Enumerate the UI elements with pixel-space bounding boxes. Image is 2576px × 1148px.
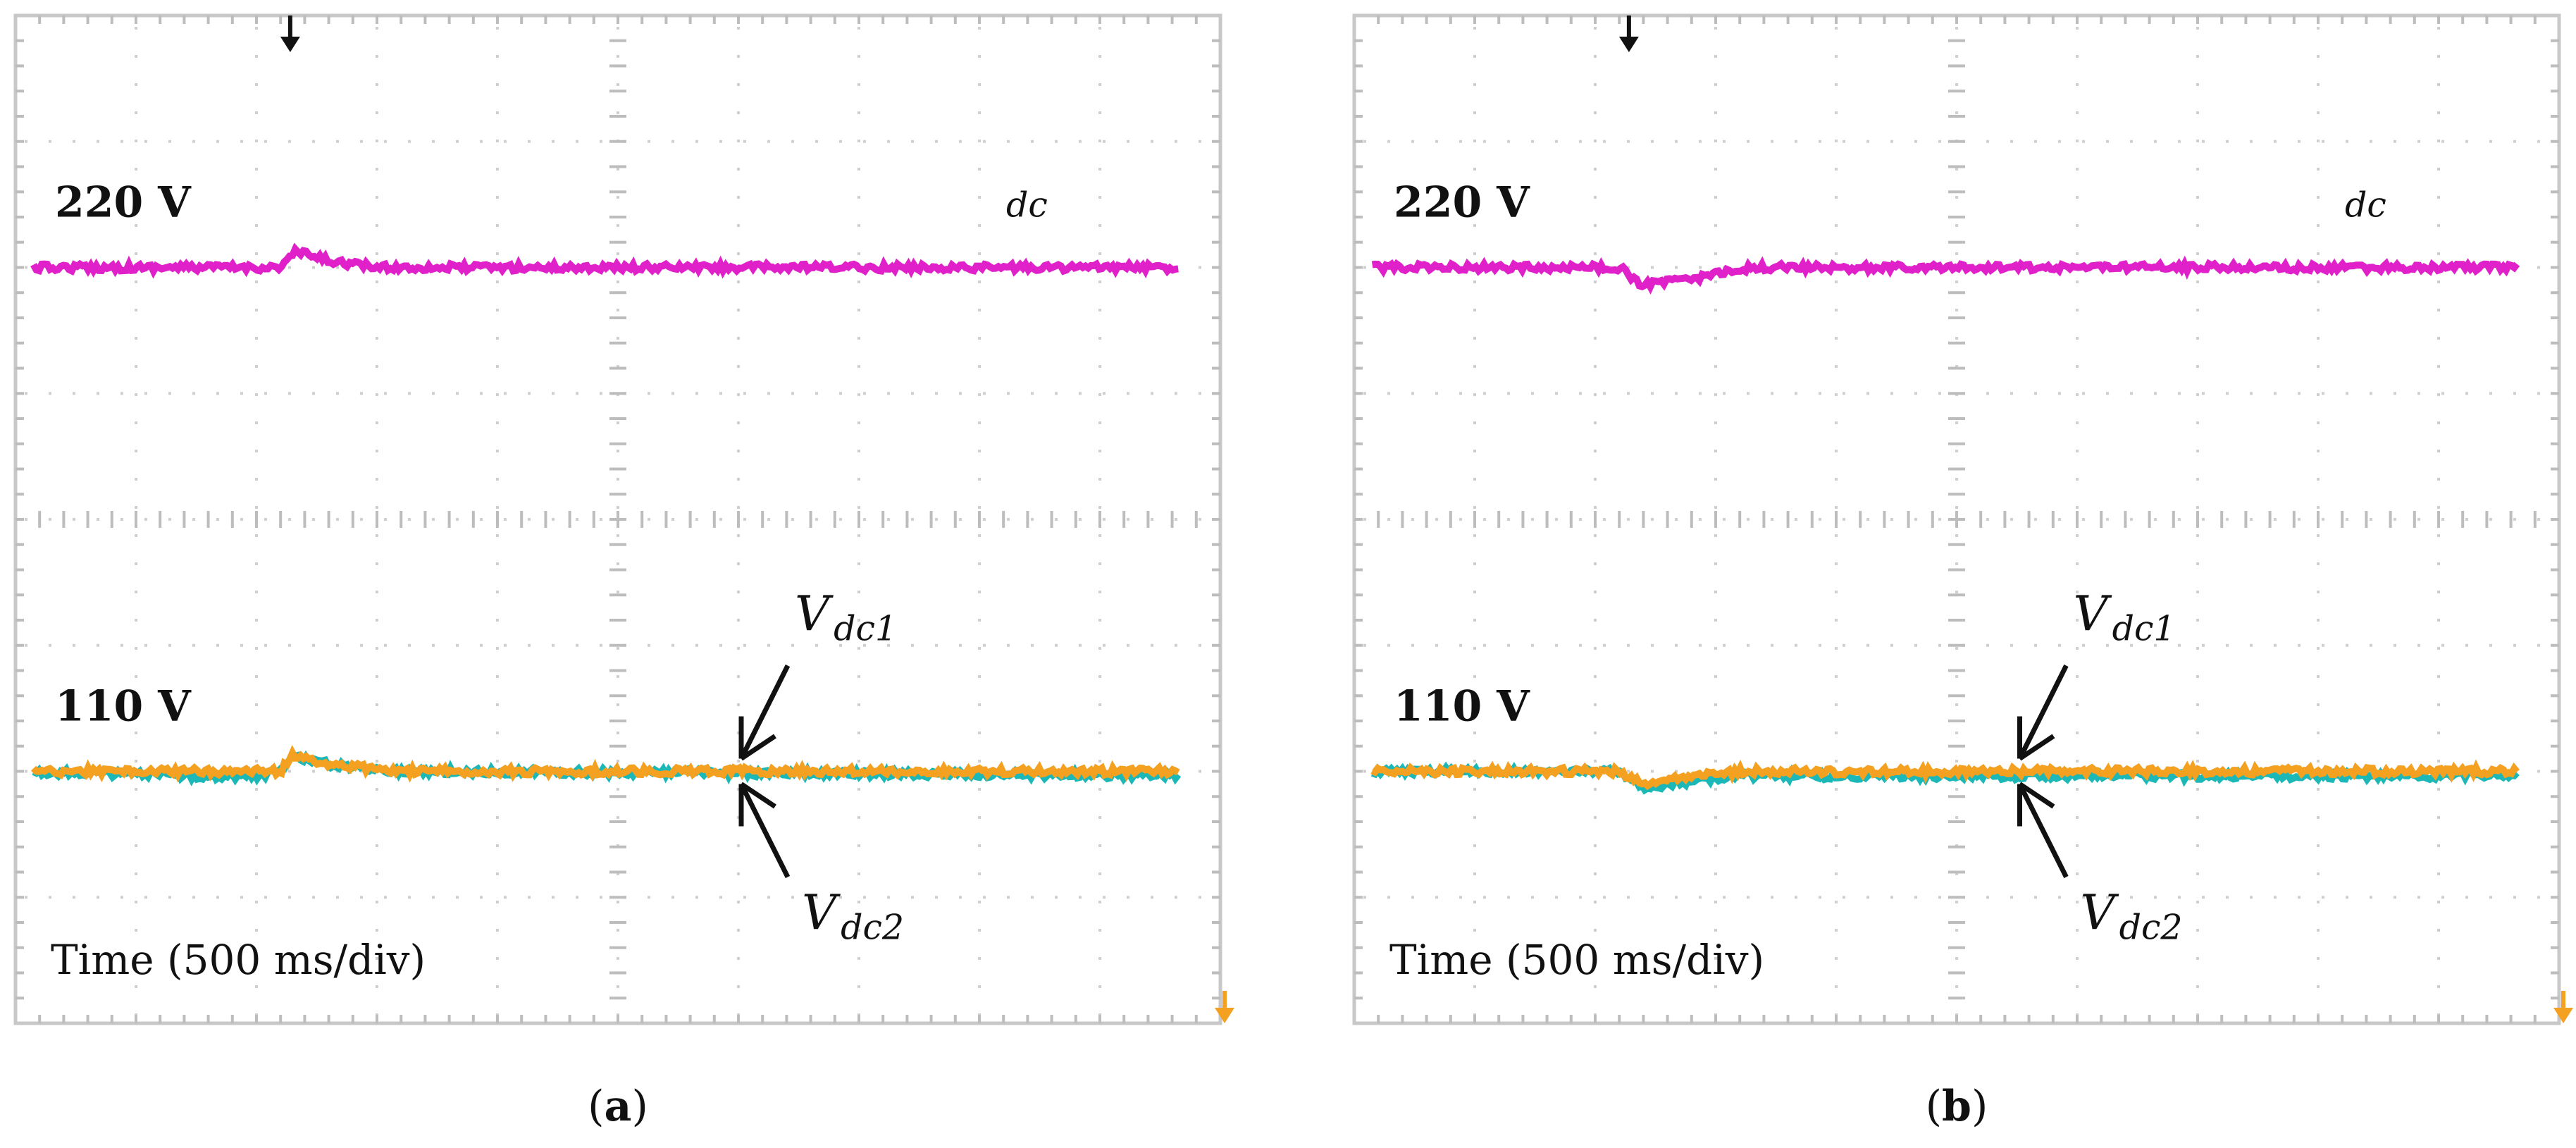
annotation-vdc1-main: V bbox=[795, 587, 834, 643]
arrow-dc2-head-icon bbox=[2017, 782, 2055, 827]
caption-close: ) bbox=[1971, 1082, 1988, 1131]
arrow-dc2-head-icon bbox=[738, 782, 776, 827]
annotation-vdc2-sub: dc2 bbox=[2119, 908, 2183, 948]
graticule-grid bbox=[16, 16, 1220, 1023]
caption-open: ( bbox=[1926, 1082, 1942, 1131]
level-label-220: 220 V bbox=[1394, 178, 1530, 228]
caption-letter: b bbox=[1942, 1082, 1971, 1131]
trigger-marker-icon bbox=[280, 16, 300, 52]
trace-vdc bbox=[1371, 255, 2520, 295]
trace-vdc1 bbox=[30, 745, 1180, 783]
series-label-vdc: dc bbox=[1006, 185, 1048, 226]
series-label-vdc-sub: dc bbox=[2345, 185, 2386, 226]
level-label-110: 110 V bbox=[55, 682, 192, 732]
trace-vdc1 bbox=[1370, 759, 2520, 791]
series-label-vdc-sub: dc bbox=[1006, 185, 1048, 226]
panel-caption: (a) bbox=[588, 1082, 648, 1131]
channel-marker-icon bbox=[1215, 991, 1234, 1023]
annotation-vdc1-sub: dc1 bbox=[2112, 609, 2176, 649]
level-label-110: 110 V bbox=[1394, 682, 1530, 732]
panel-caption: (b) bbox=[1926, 1082, 1988, 1131]
caption-close: ) bbox=[631, 1082, 648, 1131]
series-label-vdc: dc bbox=[2345, 185, 2386, 226]
arrow-dc1-shaft bbox=[740, 664, 791, 758]
arrow-dc2-shaft bbox=[2019, 785, 2069, 879]
arrow-dc1-head-icon bbox=[2017, 716, 2055, 761]
arrow-dc2-shaft bbox=[740, 785, 791, 879]
channel-marker-icon bbox=[2553, 991, 2573, 1023]
annotation-vdc1-main: V bbox=[2074, 587, 2112, 643]
annotation-vdc2-main: V bbox=[2081, 886, 2119, 942]
annotation-vdc2-main: V bbox=[802, 886, 841, 942]
x-axis-label: Time (500 ms/div) bbox=[51, 936, 426, 984]
graticule-grid bbox=[1354, 16, 2559, 1023]
level-label-220: 220 V bbox=[55, 178, 192, 228]
trigger-marker-icon bbox=[1618, 16, 1639, 52]
caption-letter: a bbox=[605, 1082, 632, 1131]
arrow-dc1-head-icon bbox=[738, 716, 776, 761]
annotation-vdc1-sub: dc1 bbox=[834, 609, 897, 649]
caption-open: ( bbox=[588, 1082, 604, 1131]
x-axis-label: Time (500 ms/div) bbox=[1389, 936, 1764, 984]
trace-vdc bbox=[30, 242, 1179, 279]
arrow-dc1-shaft bbox=[2019, 664, 2069, 758]
annotation-vdc2-sub: dc2 bbox=[841, 908, 904, 948]
